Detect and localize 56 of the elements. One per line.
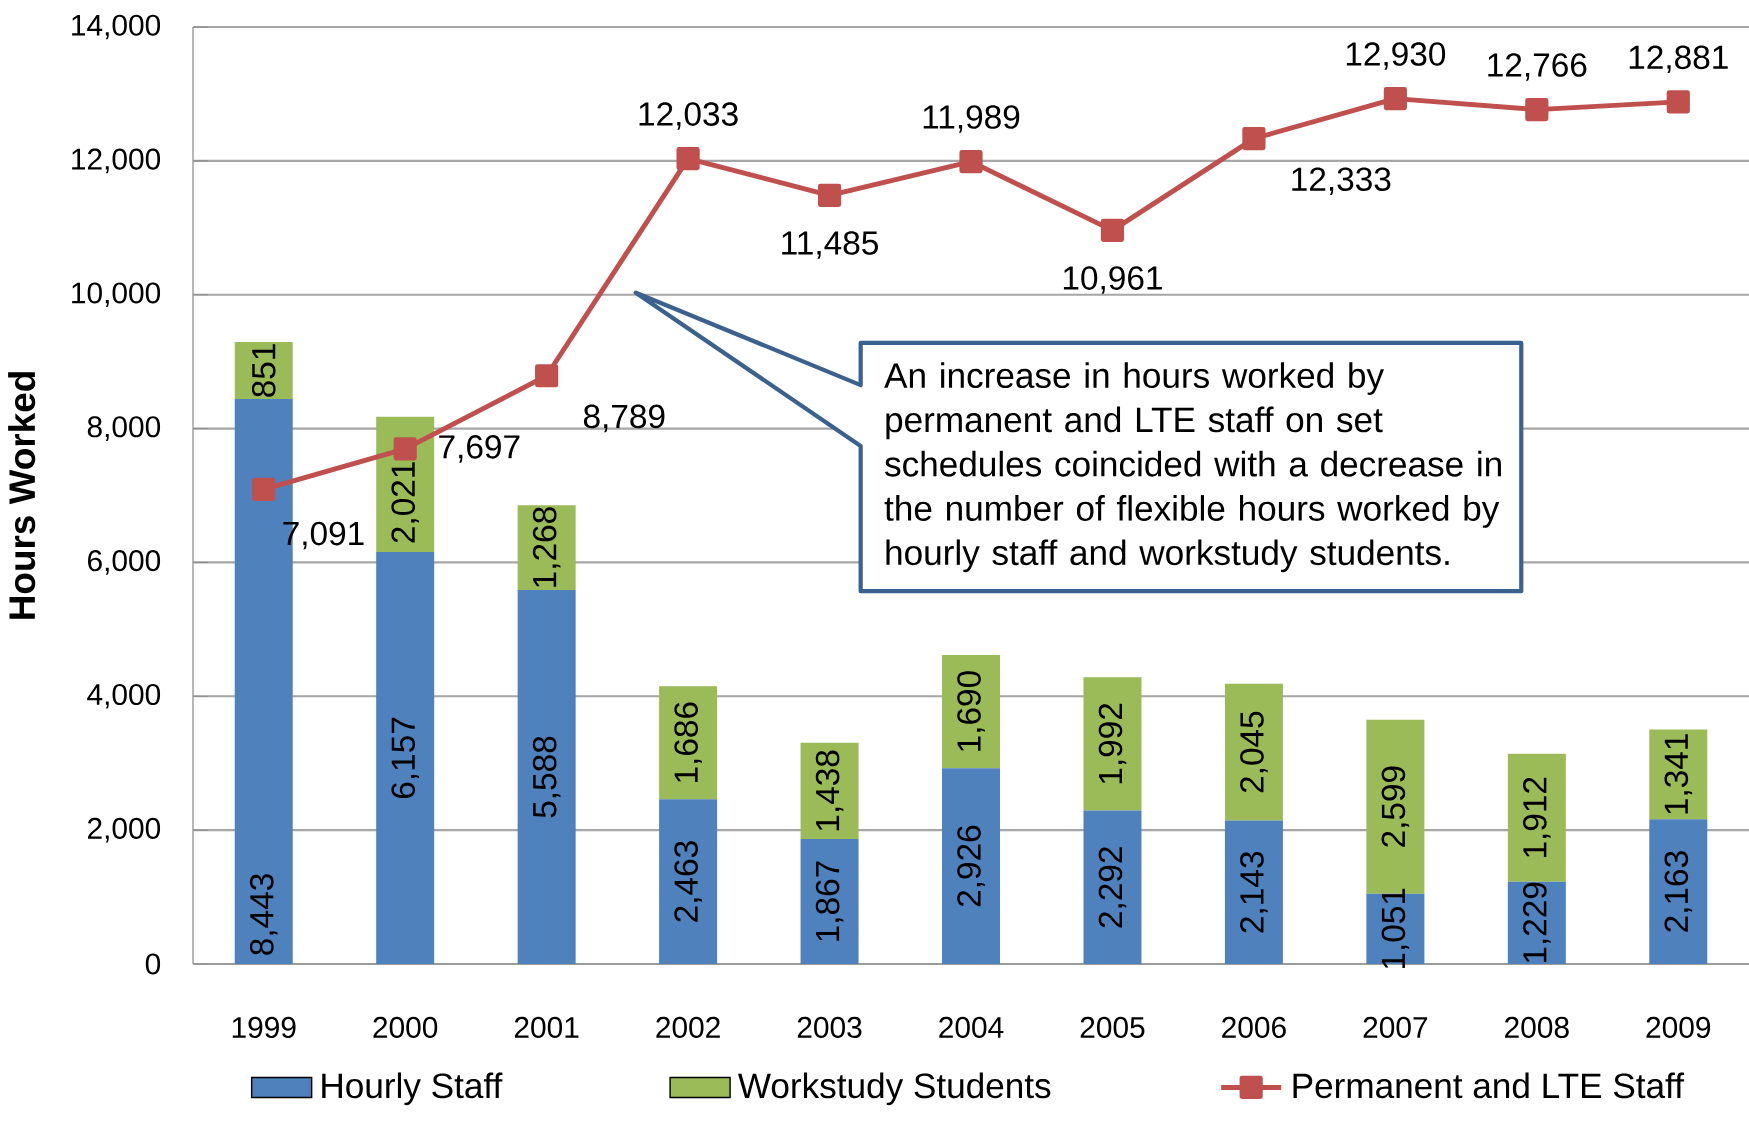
data-label: 1,268 xyxy=(532,507,561,587)
y-axis-title: Hours Worked xyxy=(8,372,36,619)
y-tick-label: 6,000 xyxy=(88,550,161,575)
x-tick-label: 2004 xyxy=(939,1016,1004,1038)
data-label: 11,989 xyxy=(923,105,1020,133)
annotation: An increase in hours worked by permanent and LTE staff on set schedules coincided with a decrease in the number of flexible hours worked by hourly staff and workstudy students. xyxy=(884,362,1501,573)
data-label: 2,163 xyxy=(1664,851,1693,932)
x-tick-label: 2003 xyxy=(797,1016,862,1038)
y-tick-label: 14,000 xyxy=(72,14,161,40)
data-label: 12,930 xyxy=(1346,42,1446,70)
x-tick-label: 1999 xyxy=(232,1016,296,1038)
data-label: 11,485 xyxy=(782,231,878,259)
data-label: 6,157 xyxy=(391,717,420,799)
data-label: 12,881 xyxy=(1629,45,1728,74)
data-label: 8,789 xyxy=(583,404,665,433)
data-label: 2,463 xyxy=(674,841,702,922)
x-tick-label: 2005 xyxy=(1080,1016,1145,1038)
data-label: 2,021 xyxy=(391,462,420,543)
y-tick-label: 4,000 xyxy=(87,683,161,709)
legend-label: Workstudy Students xyxy=(737,1072,1051,1106)
data-label: 7,697 xyxy=(439,435,520,463)
data-label: 1,992 xyxy=(1098,703,1127,784)
data-label: 12,033 xyxy=(639,102,738,130)
data-label: 2,045 xyxy=(1240,711,1268,793)
data-label: 5,588 xyxy=(532,736,561,818)
data-label: 12,333 xyxy=(1292,167,1391,196)
data-label: 1,686 xyxy=(674,702,702,782)
data-label: 8,443 xyxy=(249,874,278,955)
y-tick-label: 0 xyxy=(145,953,161,975)
x-tick-label: 2000 xyxy=(373,1016,438,1038)
y-tick-label: 2,000 xyxy=(87,817,161,843)
y-tick-label: 8,000 xyxy=(87,416,161,441)
y-tick-label: 12,000 xyxy=(72,148,161,174)
legend-label: Permanent and LTE Staff xyxy=(1293,1072,1685,1099)
y-tick-label: 10,000 xyxy=(72,282,161,308)
x-tick-label: 2007 xyxy=(1363,1016,1428,1038)
data-label: 1,867 xyxy=(815,861,844,941)
x-tick-label: 2002 xyxy=(656,1016,720,1038)
data-label: 1,051 xyxy=(1381,888,1410,969)
x-tick-label: 2006 xyxy=(1222,1016,1286,1038)
data-label: 1,690 xyxy=(957,671,985,751)
x-tick-label: 2001 xyxy=(514,1016,579,1038)
data-label: 2,926 xyxy=(957,825,985,907)
data-label: 2,292 xyxy=(1098,847,1127,928)
data-label: 1,229 xyxy=(1523,882,1551,963)
data-label: 1,341 xyxy=(1664,734,1693,814)
data-label: 1,912 xyxy=(1523,777,1551,857)
data-label: 10,961 xyxy=(1063,266,1162,294)
data-label: 2,599 xyxy=(1381,766,1410,847)
x-tick-label: 2009 xyxy=(1646,1016,1711,1038)
data-label: 851 xyxy=(251,344,276,397)
data-label: 2,143 xyxy=(1240,852,1268,933)
x-tick-label: 2008 xyxy=(1505,1016,1569,1038)
legend-label: Hourly Staff xyxy=(322,1072,503,1106)
data-label: 1,438 xyxy=(815,750,844,831)
data-label: 12,766 xyxy=(1488,53,1587,81)
